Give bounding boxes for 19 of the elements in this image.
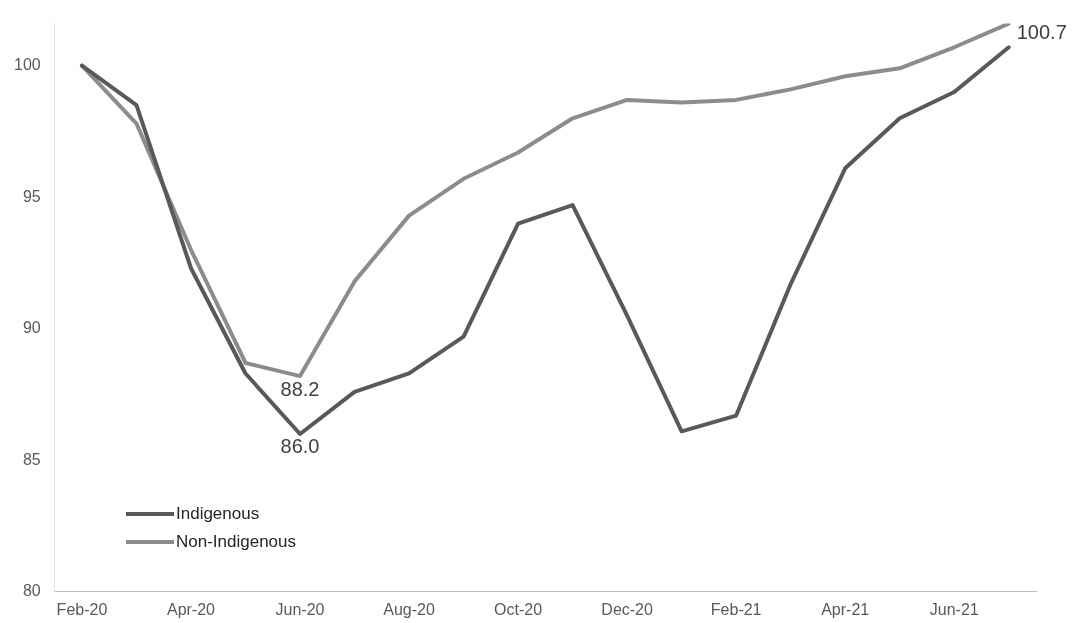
legend-label: Non-Indigenous bbox=[176, 532, 297, 552]
y-tick-label: 100 bbox=[13, 56, 41, 74]
data-label: 88.2 bbox=[280, 377, 320, 400]
y-tick-label: 85 bbox=[22, 450, 41, 468]
y-tick-label: 80 bbox=[22, 582, 41, 600]
x-tick-label: Feb-20 bbox=[56, 600, 108, 618]
y-tick-label: 90 bbox=[22, 319, 41, 337]
x-tick-label: Aug-20 bbox=[383, 600, 435, 618]
x-tick-label: Dec-20 bbox=[601, 600, 654, 618]
x-tick-label: Jun-20 bbox=[275, 600, 325, 618]
x-tick-label: Apr-20 bbox=[166, 600, 216, 618]
data-label: 86.0 bbox=[280, 435, 320, 458]
x-tick-label: Apr-21 bbox=[821, 600, 870, 618]
y-tick-label: 95 bbox=[22, 187, 41, 205]
data-label: 100.7 bbox=[1016, 20, 1067, 43]
x-tick-label: Jun-21 bbox=[929, 600, 979, 618]
x-tick-label: Feb-21 bbox=[710, 600, 762, 618]
x-tick-label: Oct-20 bbox=[494, 600, 543, 618]
legend-label: Indigenous bbox=[176, 504, 260, 524]
